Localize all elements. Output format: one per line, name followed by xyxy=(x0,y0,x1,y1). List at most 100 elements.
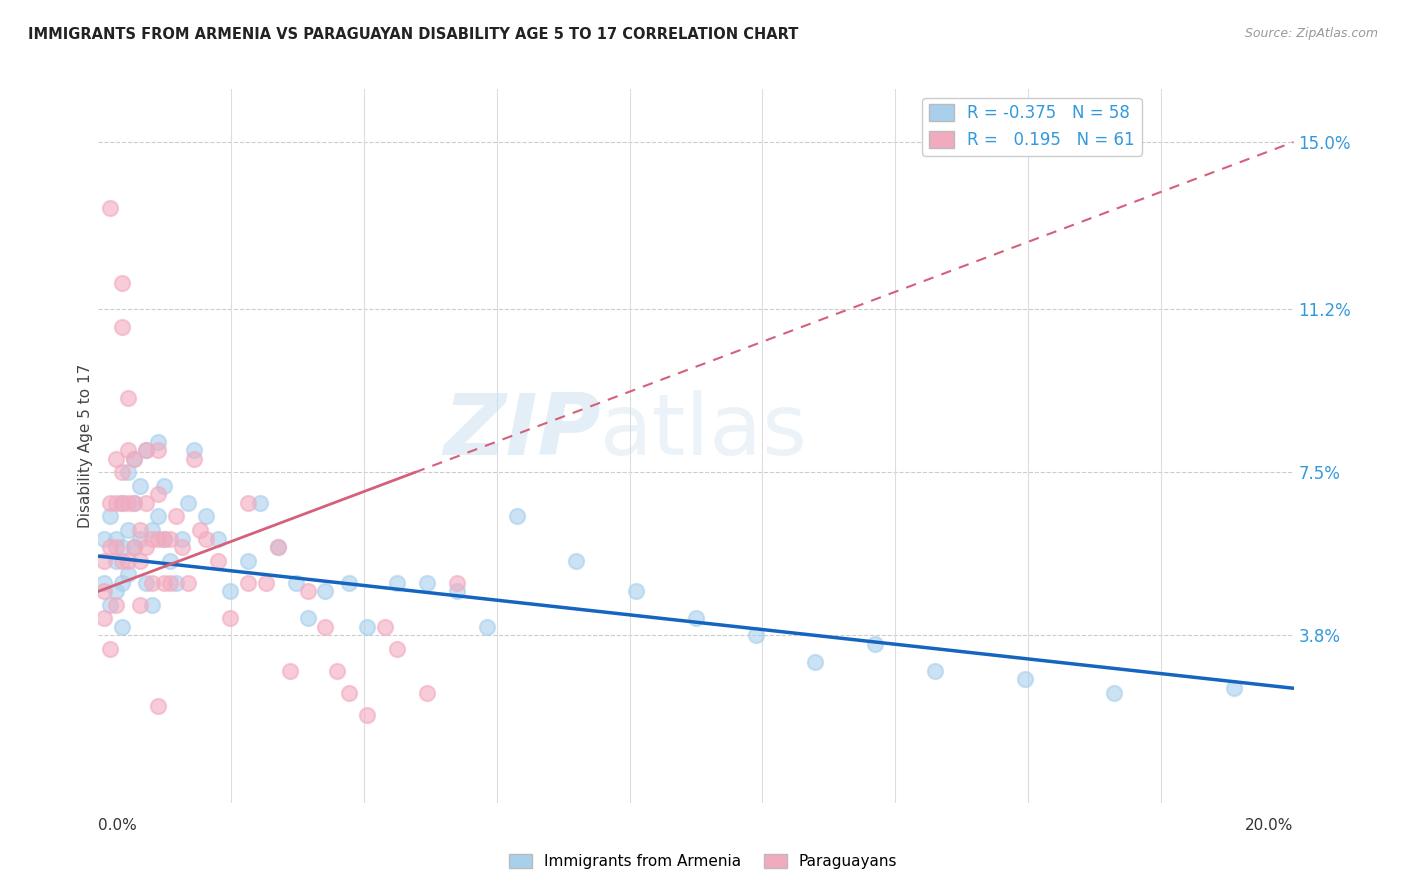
Point xyxy=(117,443,139,458)
Point xyxy=(188,523,211,537)
Point xyxy=(326,664,349,678)
Point xyxy=(159,553,181,567)
Point xyxy=(148,532,170,546)
Point xyxy=(124,452,146,467)
Point xyxy=(284,575,307,590)
Point xyxy=(141,575,163,590)
Point xyxy=(278,664,301,678)
Point xyxy=(100,598,122,612)
Point xyxy=(135,443,157,458)
Point xyxy=(141,598,163,612)
Point xyxy=(129,532,152,546)
Point xyxy=(446,575,468,590)
Point xyxy=(105,584,128,599)
Point xyxy=(195,532,218,546)
Point xyxy=(148,698,170,713)
Point xyxy=(236,575,259,590)
Point xyxy=(93,584,115,599)
Point xyxy=(93,532,115,546)
Point xyxy=(100,496,122,510)
Point xyxy=(207,553,229,567)
Legend: R = -0.375   N = 58, R =   0.195   N = 61: R = -0.375 N = 58, R = 0.195 N = 61 xyxy=(922,97,1142,155)
Point xyxy=(117,523,139,537)
Point xyxy=(141,523,163,537)
Point xyxy=(141,532,163,546)
Point xyxy=(153,478,176,492)
Point xyxy=(105,553,128,567)
Point xyxy=(153,575,176,590)
Point xyxy=(105,541,128,555)
Point xyxy=(804,655,827,669)
Point xyxy=(565,553,588,567)
Point xyxy=(385,575,409,590)
Point xyxy=(172,541,194,555)
Point xyxy=(129,598,152,612)
Point xyxy=(297,584,319,599)
Point xyxy=(100,641,122,656)
Point xyxy=(385,641,409,656)
Point xyxy=(356,707,378,722)
Point xyxy=(339,686,360,700)
Point xyxy=(124,496,146,510)
Point xyxy=(93,553,115,567)
Point xyxy=(135,443,157,458)
Point xyxy=(100,541,122,555)
Point xyxy=(1104,686,1126,700)
Point xyxy=(148,509,170,524)
Point xyxy=(1014,673,1036,687)
Point xyxy=(148,487,170,501)
Point xyxy=(135,541,157,555)
Point xyxy=(148,443,170,458)
Point xyxy=(105,532,128,546)
Point xyxy=(117,496,139,510)
Point xyxy=(111,553,134,567)
Point xyxy=(165,575,187,590)
Point xyxy=(117,466,139,480)
Point xyxy=(117,566,139,581)
Point xyxy=(148,434,170,449)
Point xyxy=(100,509,122,524)
Point xyxy=(865,637,887,651)
Point xyxy=(100,201,122,215)
Point xyxy=(416,686,439,700)
Point xyxy=(236,496,259,510)
Point xyxy=(685,611,707,625)
Point xyxy=(446,584,468,599)
Point xyxy=(93,611,115,625)
Point xyxy=(124,541,146,555)
Point xyxy=(111,496,134,510)
Point xyxy=(219,584,242,599)
Text: atlas: atlas xyxy=(600,390,808,474)
Point xyxy=(219,611,242,625)
Point xyxy=(153,532,176,546)
Text: Source: ZipAtlas.com: Source: ZipAtlas.com xyxy=(1244,27,1378,40)
Point xyxy=(207,532,229,546)
Point xyxy=(315,584,337,599)
Point xyxy=(416,575,439,590)
Point xyxy=(267,541,290,555)
Text: 20.0%: 20.0% xyxy=(1246,819,1294,833)
Point xyxy=(172,532,194,546)
Point xyxy=(356,619,378,633)
Point xyxy=(249,496,271,510)
Point xyxy=(745,628,768,642)
Y-axis label: Disability Age 5 to 17: Disability Age 5 to 17 xyxy=(77,364,93,528)
Point xyxy=(129,523,152,537)
Point xyxy=(117,391,139,405)
Point xyxy=(475,619,498,633)
Point xyxy=(315,619,337,633)
Point xyxy=(153,532,176,546)
Point xyxy=(183,452,205,467)
Point xyxy=(177,575,200,590)
Point xyxy=(159,532,181,546)
Point xyxy=(111,466,134,480)
Text: 0.0%: 0.0% xyxy=(98,819,138,833)
Point xyxy=(135,496,157,510)
Point xyxy=(111,276,134,290)
Point xyxy=(111,575,134,590)
Point xyxy=(177,496,200,510)
Legend: Immigrants from Armenia, Paraguayans: Immigrants from Armenia, Paraguayans xyxy=(502,848,904,875)
Point xyxy=(254,575,277,590)
Point xyxy=(117,553,139,567)
Point xyxy=(124,452,146,467)
